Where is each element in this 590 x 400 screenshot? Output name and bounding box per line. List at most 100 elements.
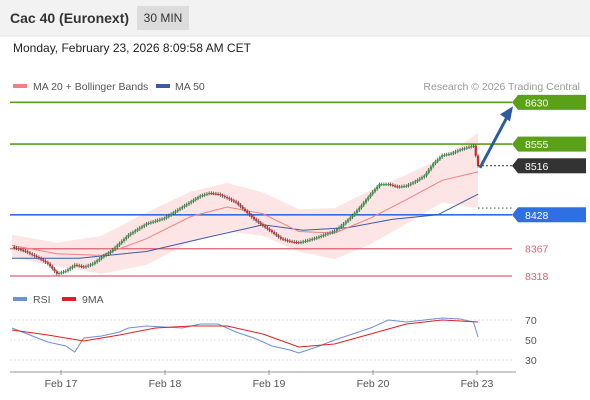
candle (217, 193, 220, 195)
level-tag-pointer-8428 (512, 207, 518, 223)
candle (201, 195, 204, 197)
candle (100, 257, 103, 259)
candle (259, 222, 262, 225)
candle (214, 193, 217, 195)
candle (37, 257, 40, 259)
candle (409, 183, 412, 185)
candle (387, 184, 390, 186)
candle (33, 254, 36, 256)
ma50-line (12, 193, 479, 259)
level-label-8555: 8555 (525, 139, 549, 151)
candle (15, 247, 18, 249)
candle (355, 210, 359, 213)
candle (382, 184, 386, 186)
candle (337, 227, 341, 230)
rsi-plot: 30 50 70 (10, 315, 537, 367)
candle (80, 265, 83, 267)
candle (98, 258, 101, 261)
timeframe-button[interactable]: 30 MIN (137, 6, 189, 30)
candle (396, 186, 399, 188)
candle (407, 184, 410, 186)
candle (293, 241, 296, 243)
candle (228, 198, 231, 200)
candle (304, 240, 307, 242)
candle (96, 260, 99, 263)
candle (373, 189, 377, 192)
x-tick-label: Feb 17 (45, 378, 78, 390)
candle (261, 224, 265, 226)
rsi-tick-label-70: 70 (525, 315, 537, 327)
candle (447, 153, 450, 155)
candle (335, 229, 338, 231)
candle (299, 242, 303, 244)
candle (212, 193, 215, 195)
candle (28, 252, 32, 254)
candle (234, 201, 238, 203)
candle (35, 255, 38, 258)
candle (425, 172, 428, 176)
candle (17, 248, 20, 250)
rsi-legend-swatch (13, 297, 27, 301)
candle (427, 169, 430, 173)
candle (107, 252, 110, 255)
candle (248, 212, 251, 216)
candle (93, 262, 96, 264)
rsi-ma-legend-swatch (62, 297, 76, 301)
candle (22, 250, 25, 252)
candle (87, 265, 90, 267)
candle (302, 241, 305, 243)
candle (13, 247, 16, 249)
candle (313, 238, 316, 240)
candle (196, 197, 200, 199)
candle (154, 220, 157, 222)
candle (199, 195, 202, 198)
candle (420, 177, 424, 179)
projection-arrow (478, 114, 510, 169)
candle (84, 266, 88, 268)
candle (138, 227, 141, 230)
candle (60, 272, 63, 274)
ma20-legend-label: MA 20 + Bollinger Bands (33, 81, 148, 93)
candle (456, 150, 459, 152)
x-tick-label: Feb 19 (253, 378, 286, 390)
candle (243, 208, 247, 211)
ma20-legend-swatch (13, 84, 27, 88)
candle (223, 196, 226, 198)
candle (414, 181, 417, 183)
candle (467, 146, 471, 148)
candle (136, 229, 139, 231)
x-axis: Feb 17 Feb 18 Feb 19 Feb 20 Feb 23 (10, 370, 516, 390)
candle (62, 271, 65, 273)
candle (329, 232, 332, 234)
candle (66, 269, 70, 271)
candle (48, 263, 52, 267)
candle (380, 184, 383, 186)
candle (102, 255, 105, 258)
candle (143, 225, 146, 227)
candle (402, 186, 406, 188)
candle (149, 222, 153, 224)
candle (308, 239, 312, 241)
candle (429, 166, 433, 170)
candle (284, 239, 287, 241)
candle (91, 263, 94, 265)
candle (42, 259, 45, 261)
candle (129, 233, 132, 235)
candle (371, 191, 374, 195)
candle (73, 264, 76, 267)
candle (295, 242, 298, 244)
candle (158, 219, 161, 221)
rsi-line (11, 317, 479, 354)
candle (187, 202, 191, 205)
candle (367, 196, 370, 200)
candle (324, 234, 327, 236)
candle (445, 154, 448, 156)
candle (134, 230, 137, 233)
candle (264, 225, 267, 228)
level-label-8630: 8630 (525, 97, 549, 109)
candle (454, 151, 457, 153)
header-bar (0, 0, 590, 36)
candle (281, 238, 285, 240)
candle (75, 264, 79, 266)
candle (210, 193, 213, 195)
